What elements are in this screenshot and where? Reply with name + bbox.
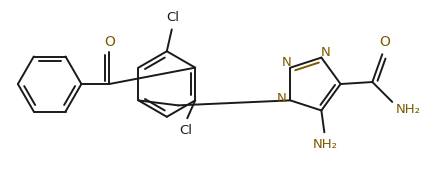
Text: NH₂: NH₂ [395, 103, 421, 116]
Text: Cl: Cl [166, 11, 179, 24]
Text: Cl: Cl [179, 124, 192, 137]
Text: O: O [104, 35, 115, 49]
Text: NH₂: NH₂ [313, 138, 338, 151]
Text: N: N [320, 46, 330, 59]
Text: O: O [379, 35, 390, 49]
Text: N: N [281, 56, 291, 69]
Text: N: N [276, 92, 286, 105]
